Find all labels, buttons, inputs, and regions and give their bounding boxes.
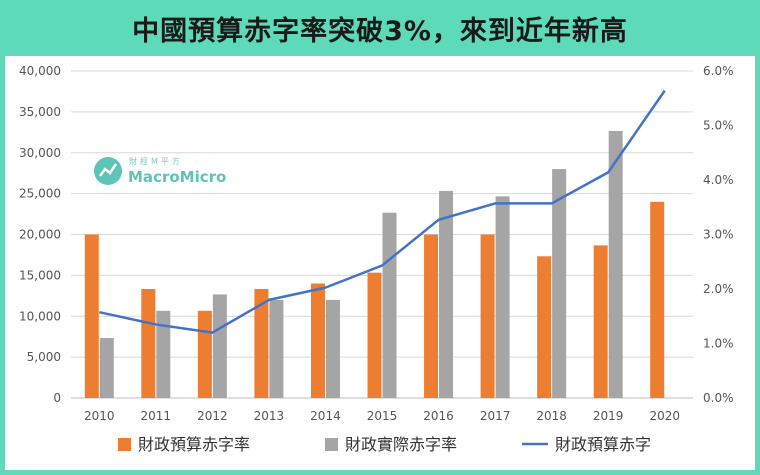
axis-labels: 0 5,000 10,000 15,000 20,000 25,000 30,000 35,0… — [19, 64, 734, 423]
x-tick-label: 2013 — [254, 409, 285, 423]
watermark-brand: MacroMicro — [128, 168, 226, 186]
y-right-tick-label: 4.0% — [703, 173, 734, 187]
budget-deficit-rate-bar — [424, 234, 439, 398]
bar-series — [84, 130, 665, 398]
budget-deficit-rate-bar — [650, 201, 665, 398]
budget-deficit-rate-bar — [197, 310, 212, 398]
budget-deficit-rate-bar — [84, 234, 99, 398]
legend-label: 財政預算赤字 — [555, 435, 651, 454]
y-left-tick-label: 35,000 — [19, 105, 61, 119]
x-tick-label: 2016 — [423, 409, 454, 423]
budget-deficit-rate-bar — [254, 289, 269, 398]
x-tick-label: 2020 — [649, 409, 680, 423]
budget-deficit-rate-bar — [310, 283, 325, 398]
budget-deficit-rate-bar — [480, 234, 495, 398]
y-right-tick-label: 1.0% — [703, 337, 734, 351]
y-left-tick-label: 20,000 — [19, 228, 61, 242]
x-tick-label: 2018 — [536, 409, 567, 423]
actual-deficit-rate-bar — [212, 294, 227, 398]
trend-arrow-icon — [98, 163, 118, 177]
chart-svg: 0 5,000 10,000 15,000 20,000 25,000 30,000 35,0… — [19, 64, 734, 454]
chart-panel: 0 5,000 10,000 15,000 20,000 25,000 30,000 35,0… — [5, 56, 755, 470]
legend: 財政預算赤字率 財政實際赤字率 財政預算赤字 — [118, 435, 651, 454]
chart-title: 中國預算赤字率突破3%，來到近年新高 — [132, 15, 628, 47]
x-tick-label: 2012 — [197, 409, 228, 423]
actual-deficit-rate-bar — [439, 190, 454, 398]
y-left-tick-label: 15,000 — [19, 268, 61, 282]
y-right-tick-label: 6.0% — [703, 64, 734, 78]
watermark: 財經M平方 MacroMicro — [94, 156, 226, 186]
y-right-tick-label: 3.0% — [703, 228, 734, 242]
y-left-tick-label: 10,000 — [19, 309, 61, 323]
x-tick-label: 2015 — [367, 409, 398, 423]
y-left-tick-label: 5,000 — [27, 350, 61, 364]
x-tick-label: 2017 — [480, 409, 511, 423]
title-bar: 中國預算赤字率突破3%，來到近年新高 — [0, 0, 760, 56]
actual-deficit-rate-bar — [156, 310, 171, 398]
x-tick-label: 2011 — [141, 409, 172, 423]
actual-deficit-rate-bar — [382, 212, 397, 398]
y-left-tick-label: 40,000 — [19, 64, 61, 78]
watermark-brand-cn: 財經M平方 — [129, 156, 183, 166]
x-tick-label: 2010 — [84, 409, 115, 423]
y-right-tick-label: 0.0% — [703, 391, 734, 405]
gridlines — [71, 70, 693, 399]
y-right-tick-label: 5.0% — [703, 119, 734, 133]
legend-swatch — [118, 438, 131, 451]
y-left-tick-label: 25,000 — [19, 187, 61, 201]
x-tick-label: 2014 — [310, 409, 341, 423]
actual-deficit-rate-bar — [495, 196, 510, 398]
actual-deficit-rate-bar — [99, 338, 114, 398]
x-tick-label: 2019 — [593, 409, 624, 423]
actual-deficit-rate-bar — [608, 130, 623, 398]
legend-label: 財政預算赤字率 — [138, 435, 250, 454]
budget-deficit-rate-bar — [141, 289, 156, 398]
y-left-tick-label: 30,000 — [19, 146, 61, 160]
budget-deficit-rate-bar — [367, 272, 382, 398]
legend-label: 財政實際赤字率 — [345, 435, 457, 454]
budget-deficit-rate-bar — [537, 256, 552, 398]
line-series — [99, 89, 666, 334]
budget-deficit-line — [99, 89, 666, 334]
actual-deficit-rate-bar — [325, 299, 340, 398]
legend-swatch — [325, 438, 338, 451]
budget-deficit-rate-bar — [593, 245, 608, 398]
y-right-tick-label: 2.0% — [703, 282, 734, 296]
actual-deficit-rate-bar — [269, 299, 284, 398]
y-left-tick-label: 0 — [53, 391, 61, 405]
actual-deficit-rate-bar — [552, 169, 567, 398]
